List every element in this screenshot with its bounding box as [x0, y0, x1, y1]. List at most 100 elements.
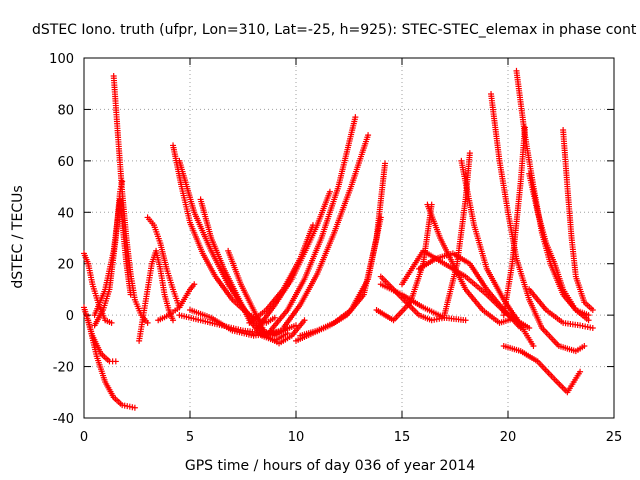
- data-trail: [319, 185, 341, 239]
- data-trail: [400, 249, 425, 286]
- series-arc-p: [246, 222, 316, 326]
- data-point: [131, 404, 138, 411]
- axis-ticks: [83, 57, 615, 419]
- data-trail: [92, 288, 108, 316]
- plot-frame: [83, 57, 615, 419]
- data-trail: [238, 283, 256, 312]
- series-arc-s: [280, 132, 372, 331]
- series-arc-r: [267, 114, 359, 334]
- data-trail: [187, 221, 205, 255]
- data-trail: [535, 211, 549, 244]
- data-trail: [443, 261, 467, 279]
- data-trail: [209, 237, 227, 270]
- data-trail: [454, 198, 469, 265]
- series-arc-ac: [488, 91, 588, 355]
- data-trail: [552, 262, 566, 291]
- data-trail: [526, 172, 541, 214]
- data-trail: [561, 288, 578, 311]
- data-trail: [365, 216, 384, 280]
- y-tick-label: 80: [57, 103, 74, 118]
- data-trail: [506, 313, 531, 330]
- series-arc-q: [254, 188, 333, 331]
- data-trail: [574, 308, 590, 322]
- data-trail: [464, 288, 485, 312]
- data-trail: [560, 129, 571, 188]
- data-trail: [314, 190, 333, 227]
- x-tick-labels: 0 5 10 15 20 25: [80, 430, 622, 445]
- data-point: [352, 114, 359, 121]
- y-tick-label: 100: [49, 52, 74, 67]
- data-trail: [536, 360, 557, 381]
- data-trail: [177, 160, 197, 214]
- data-trail: [540, 326, 561, 348]
- data-point: [521, 124, 528, 131]
- data-trail: [117, 198, 130, 265]
- data-trail: [104, 318, 113, 325]
- data-trail: [527, 298, 545, 329]
- y-tick-label: 40: [57, 206, 74, 221]
- series-arc-g: [136, 247, 177, 344]
- data-point: [293, 322, 299, 329]
- data-point: [144, 319, 151, 326]
- data-trail: [484, 267, 506, 301]
- data-trail: [335, 116, 358, 188]
- x-tick-label: 15: [394, 430, 411, 445]
- data-trail: [200, 252, 218, 278]
- data-point: [108, 319, 115, 326]
- data-point: [271, 314, 278, 321]
- data-trail: [425, 203, 443, 239]
- x-tick-label: 20: [500, 430, 517, 445]
- data-trail: [564, 185, 575, 239]
- data-point: [462, 317, 469, 324]
- data-point: [585, 312, 592, 319]
- data-trail: [485, 293, 510, 317]
- data-trail: [417, 256, 438, 271]
- data-trail: [102, 250, 117, 291]
- data-trail: [85, 319, 100, 358]
- data-trail: [481, 308, 501, 325]
- data-trail: [496, 160, 511, 214]
- data-trail: [92, 308, 106, 327]
- data-trail: [502, 343, 522, 354]
- data-trail: [123, 237, 134, 275]
- data-trail: [157, 313, 170, 323]
- data-trail: [333, 308, 353, 325]
- y-tick-label: 60: [57, 155, 74, 170]
- data-point: [127, 291, 134, 298]
- data-trail: [170, 144, 185, 188]
- data-trail: [290, 319, 307, 337]
- data-trail: [544, 242, 557, 265]
- x-tick-label: 10: [288, 430, 305, 445]
- series-arc-u: [297, 214, 384, 339]
- series-arc-o: [187, 307, 299, 339]
- data-trail: [213, 275, 235, 301]
- data-trail: [583, 300, 595, 312]
- data-trail: [558, 343, 577, 354]
- data-trail: [574, 344, 586, 353]
- data-trail: [568, 237, 579, 278]
- data-trail: [81, 252, 91, 265]
- series-arc-ai: [526, 286, 596, 331]
- series-arc-f: [91, 196, 134, 319]
- data-trail: [501, 262, 515, 316]
- data-trail: [151, 224, 163, 244]
- series-arc-w: [377, 281, 469, 324]
- y-tick-label: -20: [53, 361, 74, 376]
- data-trail: [553, 378, 569, 394]
- x-axis-label: GPS time / hours of day 036 of year 2014: [185, 458, 475, 474]
- data-trail: [198, 198, 214, 239]
- data-trail: [539, 232, 553, 265]
- data-point: [191, 281, 198, 288]
- data-trail: [392, 300, 412, 322]
- y-tick-labels: -40 -20 0 20 40 60 80 100: [49, 52, 74, 427]
- series-arc-b: [85, 317, 138, 411]
- data-trail: [349, 278, 371, 312]
- data-point: [526, 325, 533, 331]
- data-trail: [146, 216, 156, 227]
- data-point: [581, 343, 588, 349]
- data-trail: [192, 211, 214, 252]
- data-trail: [248, 308, 268, 325]
- data-trail: [468, 262, 489, 291]
- data-trail: [514, 257, 532, 301]
